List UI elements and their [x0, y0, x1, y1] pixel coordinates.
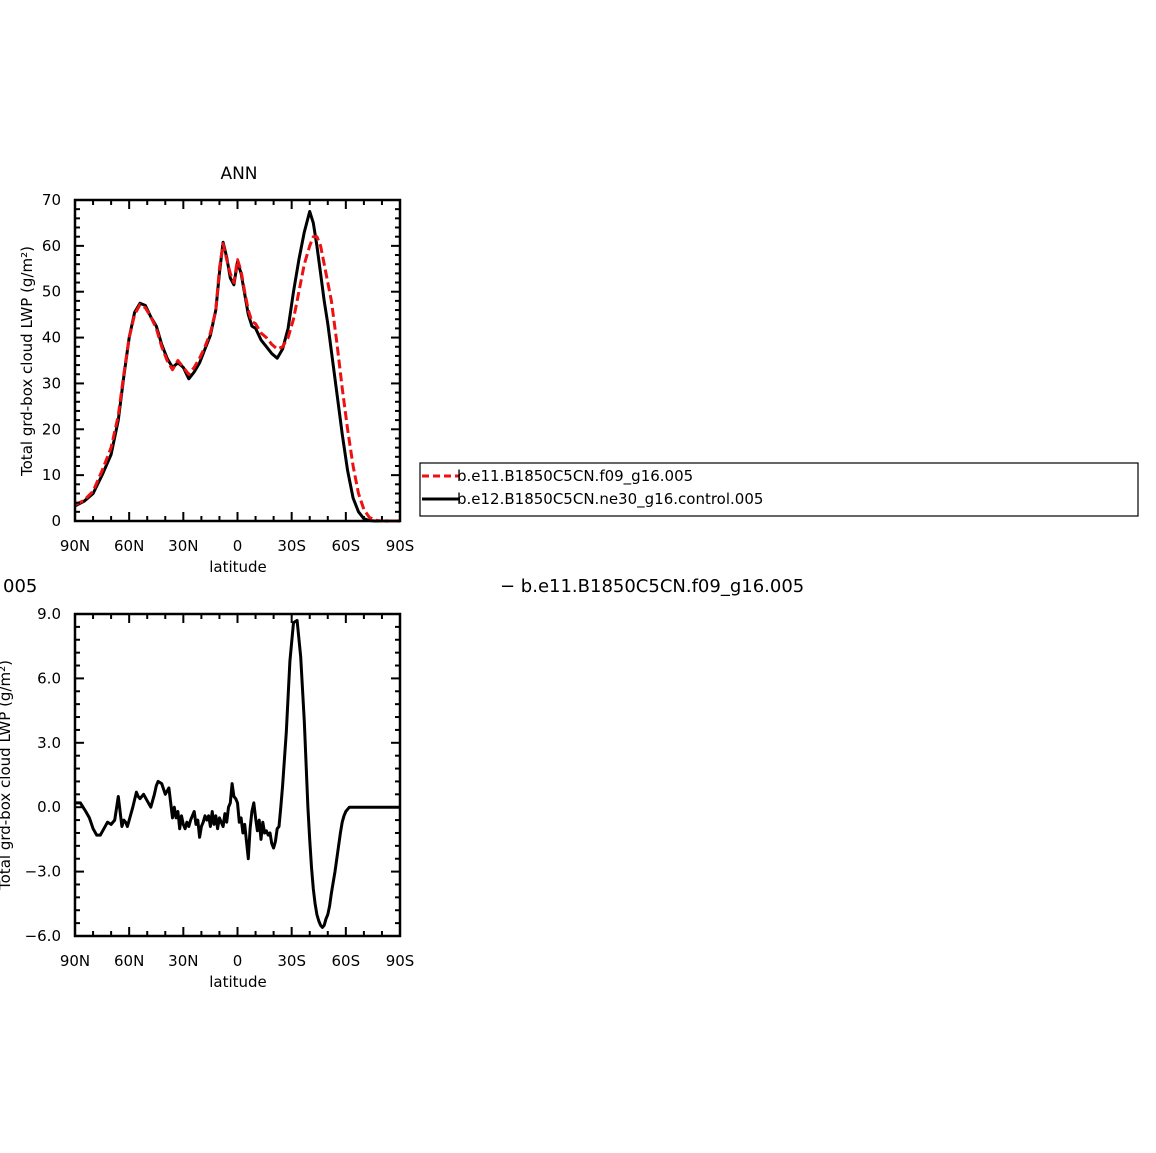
bottom-y-ticks: −6.0 −3.0 0.0 3.0 6.0 9.0: [25, 605, 400, 945]
x-tick-label: 60N: [114, 537, 144, 555]
y-tick-label: −3.0: [25, 863, 61, 881]
x-tick-label: 30N: [168, 952, 198, 970]
x-tick-label: 30S: [277, 952, 306, 970]
x-tick-label: 0: [233, 537, 243, 555]
series-line-1: [74, 235, 400, 523]
x-tick-label: 60S: [332, 952, 361, 970]
top-y-axis-label: Total grd-box cloud LWP (g/m²): [18, 246, 36, 477]
top-x-ticks: 90N 60N 30N 0 30S 60S 90S: [60, 200, 414, 555]
y-tick-label: 0.0: [37, 798, 61, 816]
y-tick-label: 6.0: [37, 669, 61, 687]
top-panel: ANN 90N 60N 30N 0 30S 60S 90S 010203040506070 …: [18, 164, 414, 576]
legend-label-b-e12: b.e12.B1850C5CN.ne30_g16.control.005: [457, 490, 763, 509]
x-tick-label: 0: [233, 952, 243, 970]
y-tick-label: 10: [42, 466, 61, 484]
y-tick-label: 40: [42, 329, 61, 347]
series-line-2: [74, 210, 400, 523]
x-tick-label: 60N: [114, 952, 144, 970]
bottom-right-label: − b.e11.B1850C5CN.f09_g16.005: [500, 576, 804, 597]
x-tick-label: 90S: [386, 952, 415, 970]
bottom-series-group: [75, 618, 400, 929]
y-tick-label: −6.0: [25, 927, 61, 945]
top-chart-title: ANN: [220, 164, 257, 184]
top-plot-frame: [73, 198, 402, 523]
top-y-ticks: 0 10 20 30 40 50 60 70: [42, 191, 400, 530]
x-tick-label: 30N: [168, 537, 198, 555]
y-tick-label: 70: [42, 191, 61, 209]
y-tick-label: 60: [42, 237, 61, 255]
legend-label-b-e11: b.e11.B1850C5CN.f09_g16.005: [457, 467, 693, 486]
top-series-group: [74, 210, 400, 523]
bottom-left-label: 005: [3, 576, 37, 597]
series-line-1: [75, 618, 400, 929]
y-tick-label: 9.0: [37, 605, 61, 623]
top-x-axis-label: latitude: [209, 558, 267, 576]
bottom-x-axis-label: latitude: [209, 973, 267, 991]
y-tick-label: 20: [42, 420, 61, 438]
legend: b.e11.B1850C5CN.f09_g16.005 b.e12.B1850C…: [419, 462, 1139, 517]
x-tick-label: 60S: [332, 537, 361, 555]
x-tick-label: 90S: [386, 537, 415, 555]
y-tick-label: 50: [42, 283, 61, 301]
x-tick-label: 90N: [60, 537, 90, 555]
y-tick-label: 30: [42, 374, 61, 392]
legend-box: [419, 462, 1139, 517]
bottom-x-ticks: 90N 60N 30N 0 30S 60S 90S: [60, 614, 414, 970]
x-tick-label: 90N: [60, 952, 90, 970]
bottom-plot-frame: [73, 612, 402, 938]
y-tick-label: 3.0: [37, 734, 61, 752]
y-tick-label: 0: [51, 512, 61, 530]
x-tick-label: 30S: [277, 537, 306, 555]
bottom-y-axis-label: Total grd-box cloud LWP (g/m²): [0, 660, 14, 891]
bottom-panel: 005 − b.e11.B1850C5CN.f09_g16.005 90N 60N…: [0, 576, 804, 991]
